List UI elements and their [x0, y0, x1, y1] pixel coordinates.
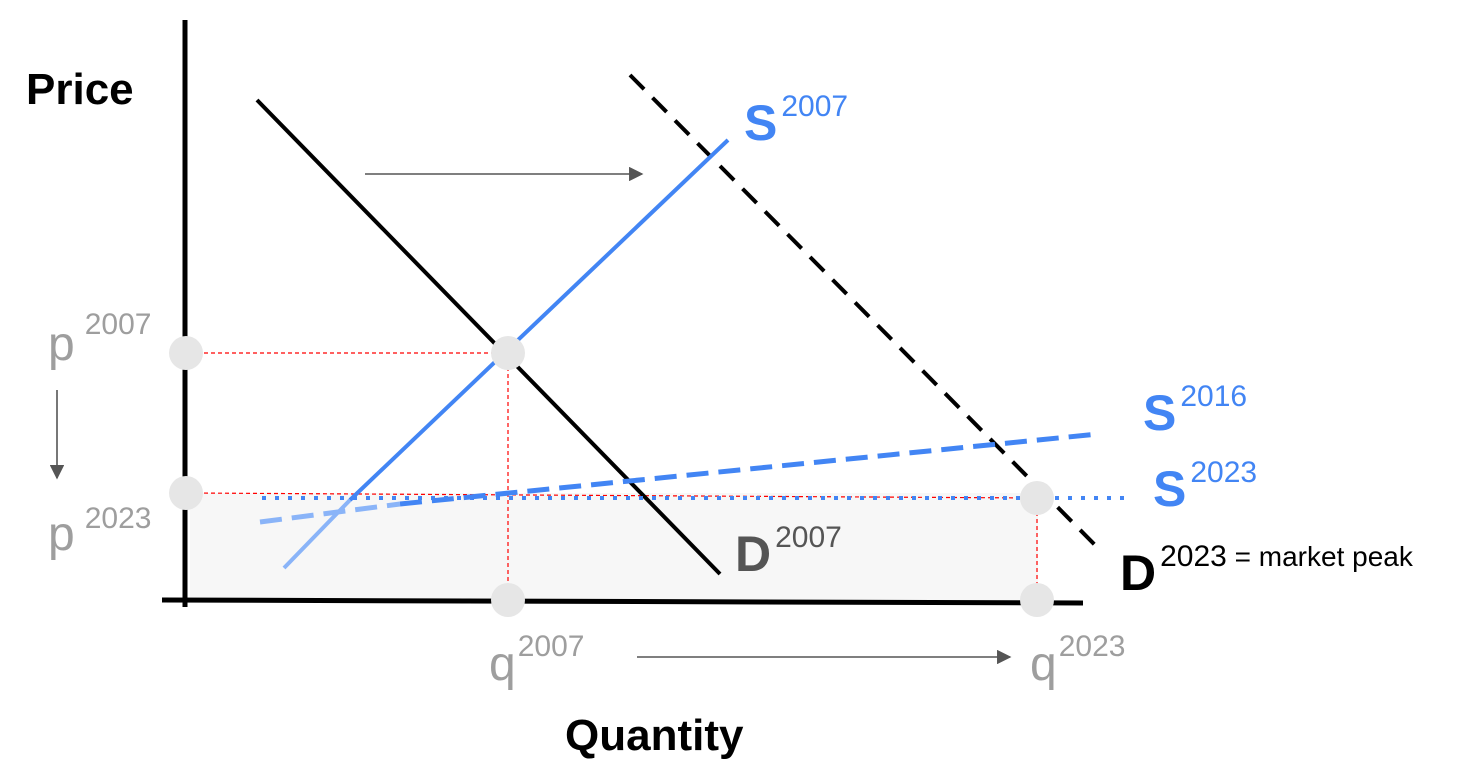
supply-2016-line-lower	[259, 501, 401, 525]
point-p2023	[169, 476, 203, 510]
point-q2007	[491, 583, 525, 617]
label-s2007: S 2007	[744, 90, 848, 151]
x-axis	[161, 597, 1084, 606]
label-q2023: q2023	[1030, 630, 1125, 691]
guide-p2023	[189, 492, 1038, 499]
demand-2023-line	[628, 73, 1100, 550]
label-q2007: q2007	[489, 630, 584, 691]
label-p2007: p 2007	[48, 308, 151, 371]
point-q2023	[1020, 583, 1054, 617]
label-s2023: S 2023	[1153, 456, 1257, 517]
label-p2023: p 2023	[48, 502, 151, 561]
demand-2007-line	[255, 98, 722, 576]
y-axis-title: Price	[26, 65, 134, 114]
x-axis-title: Quantity	[565, 711, 744, 760]
label-d2007: D 2007	[735, 521, 842, 582]
label-s2016: S 2016	[1143, 380, 1247, 441]
supply-2007-line	[348, 138, 730, 502]
point-equilibrium-2007	[491, 336, 525, 370]
point-p2007	[169, 336, 203, 370]
shaded-region	[190, 493, 1038, 600]
point-equilibrium-2023	[1020, 481, 1054, 515]
label-d2023: D 2023 = market peak	[1120, 540, 1414, 601]
supply-2016-line	[399, 431, 1099, 507]
